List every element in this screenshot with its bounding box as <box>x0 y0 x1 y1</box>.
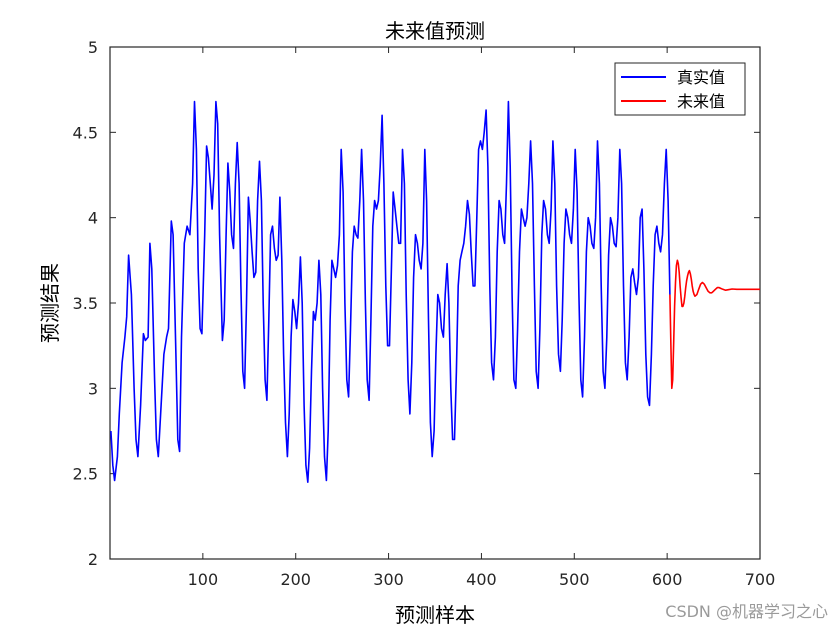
series-layer <box>110 100 760 483</box>
x-tick-label: 600 <box>652 570 683 589</box>
chart-title: 未来值预测 <box>385 19 485 43</box>
y-tick-label: 4 <box>88 209 98 228</box>
plot-area <box>109 46 761 560</box>
x-tick-label: 300 <box>373 570 404 589</box>
x-tick-label: 200 <box>280 570 311 589</box>
y-tick-label: 4.5 <box>73 123 98 142</box>
legend: 真实值 未来值 <box>614 62 746 116</box>
legend-label-true-value: 真实值 <box>677 68 725 87</box>
y-tick-label: 2.5 <box>73 465 98 484</box>
x-tick-label: 700 <box>745 570 776 589</box>
legend-box <box>614 62 746 116</box>
y-axis-label: 预测结果 <box>38 263 62 343</box>
x-axis: 100 200 300 400 500 600 700 <box>188 47 776 589</box>
series-line-future-value <box>669 259 760 390</box>
y-axis: 2 2.5 3 3.5 4 4.5 5 <box>73 38 760 569</box>
x-tick-label: 500 <box>559 570 590 589</box>
y-tick-label: 3.5 <box>73 294 98 313</box>
legend-label-future-value: 未来值 <box>677 92 725 111</box>
y-tick-label: 2 <box>88 550 98 569</box>
series-line-true-value <box>110 100 671 483</box>
x-axis-label: 预测样本 <box>395 603 475 627</box>
axes-box <box>109 46 761 560</box>
y-tick-label: 3 <box>88 379 98 398</box>
watermark-text: CSDN @机器学习之心 <box>665 602 828 621</box>
y-tick-label: 5 <box>88 38 98 57</box>
x-tick-label: 400 <box>466 570 497 589</box>
x-tick-label: 100 <box>188 570 219 589</box>
